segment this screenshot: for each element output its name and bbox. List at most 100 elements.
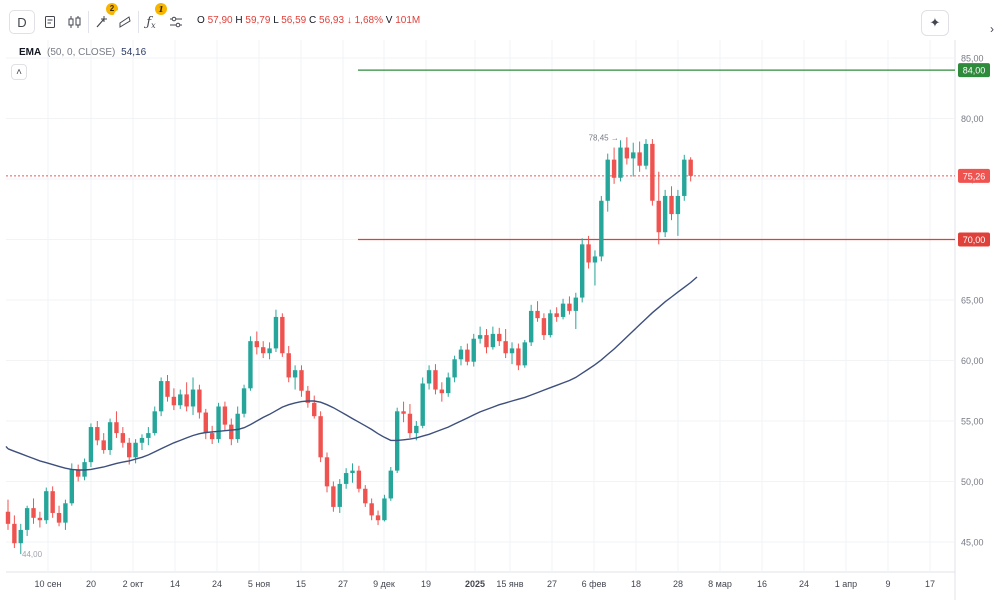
sparkle-icon[interactable]: ✦ [921,10,949,36]
candle-body [682,159,687,196]
candle-body [490,333,496,348]
candle-body [484,335,489,348]
price-tick-label: 85,00 [961,54,984,64]
candle [63,499,68,530]
time-tick-label: 24 [212,579,222,589]
candle-body [605,159,610,201]
candle [299,365,304,397]
candle-body [688,159,693,176]
settings-sliders-icon[interactable] [165,10,187,34]
candle [350,463,355,483]
candle-body [248,341,253,389]
candle [599,195,604,262]
time-tick-label: 1 апр [835,579,857,589]
candle-body [216,406,221,440]
candle [37,511,43,528]
candle-body [209,433,215,440]
candle-body [305,390,311,403]
candle [548,309,553,338]
candle [426,365,432,390]
candle-body [114,422,119,434]
ema-legend[interactable]: EMA (50, 0, CLOSE) 54,16 [19,47,146,58]
page-icon[interactable] [39,10,61,34]
candle-body [662,195,668,233]
candle [522,339,527,368]
candle [114,411,119,438]
chevron-up-icon[interactable]: ˄ [11,64,27,80]
candle-body [235,413,240,440]
candle-body [631,152,636,159]
candle [580,238,585,303]
low-annotation: 44,00 [22,550,43,559]
ema-legend-params: (50, 0, CLOSE) [47,47,116,58]
candle [624,137,630,165]
candle [18,523,23,555]
price-tick-label: 50,00 [961,477,984,487]
candle [12,515,17,549]
candle [343,468,349,489]
candle [503,329,508,359]
candle-body [611,159,617,178]
candle-body [56,512,62,523]
candle-body [299,370,304,391]
candle [369,498,374,521]
horizontal-lines [6,69,955,241]
candle [101,433,106,454]
candle-body [439,389,445,394]
candle-body [637,152,642,166]
candle [197,384,202,419]
candle-body [382,498,387,521]
candle [363,485,368,507]
candle [592,250,598,286]
candle-body [471,338,476,362]
chevron-right-icon[interactable]: › [990,22,994,36]
candle [484,329,489,354]
interval-button[interactable]: D [9,10,35,34]
candle-body [497,333,502,342]
candle [465,343,470,366]
candle [554,307,559,322]
time-tick-label: 28 [673,579,683,589]
candle-body [184,394,189,407]
candle-body [541,318,547,336]
candle-body [522,342,527,366]
drawing-icon[interactable] [114,10,136,34]
candle-body [261,347,266,354]
candle [605,153,610,212]
candle-body [465,349,470,362]
time-tick-label: 27 [338,579,348,589]
high-label: H [235,15,243,26]
candle-body [535,310,540,319]
candle-body [18,529,23,544]
candle-body [560,303,566,317]
candle-body [222,406,228,425]
candle-body [580,244,585,298]
candle-body [503,341,508,354]
time-tick-label: 14 [170,579,180,589]
candles [5,137,693,555]
candle [241,384,247,418]
candle [433,364,438,395]
candle [656,171,661,245]
candle-body [120,433,126,443]
candle [407,404,413,438]
candle-body [75,469,81,477]
candle [682,154,687,201]
candle-body [573,297,579,311]
candle-body [101,440,106,451]
candle [611,147,617,184]
indicators-icon[interactable]: 2 [91,3,118,34]
candle [567,296,572,315]
candle [127,437,132,465]
candle [528,304,534,346]
candle-body [592,256,598,263]
candle [382,494,387,522]
candles-icon[interactable] [64,10,86,34]
candle [5,499,11,530]
candle-body [656,200,661,233]
ohlc-readout: O 57,90 H 59,79 L 56,59 C 56,93 ↓ 1,68% … [197,15,420,26]
candle [158,377,164,417]
candle [356,465,362,493]
